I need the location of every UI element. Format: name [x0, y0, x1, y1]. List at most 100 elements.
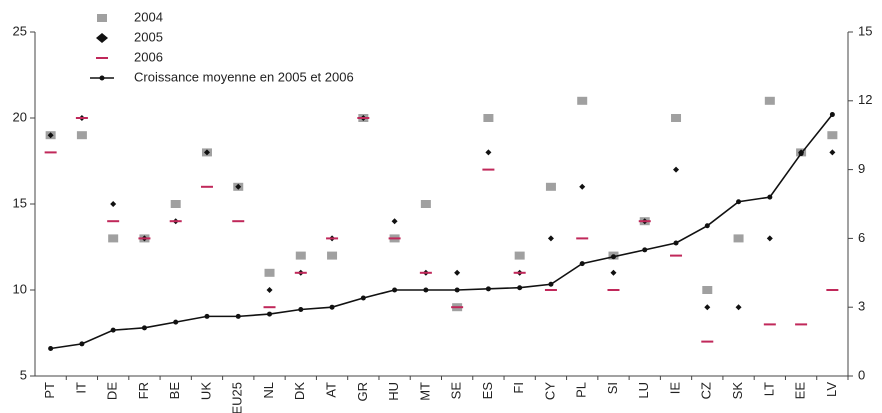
legend-label: 2005	[134, 29, 163, 44]
marker-dash	[96, 57, 108, 59]
marker-dash	[357, 117, 370, 119]
line-point	[454, 287, 460, 293]
x-tick-label: LV	[824, 382, 839, 397]
line-point	[298, 306, 304, 312]
x-tick-label: EE	[793, 382, 808, 400]
x-tick-label: IT	[73, 382, 88, 394]
line-point	[610, 254, 616, 260]
marker-diamond	[110, 201, 117, 207]
marker-dash	[294, 271, 307, 274]
line-point	[673, 240, 679, 246]
marker-dash	[326, 237, 339, 240]
marker-dash	[670, 254, 683, 257]
marker-dash	[576, 237, 589, 240]
x-tick-label: AT	[323, 382, 338, 398]
marker-dash	[544, 289, 557, 291]
marker-dash	[107, 220, 120, 223]
marker-square	[733, 234, 744, 243]
marker-dash	[138, 237, 151, 240]
marker-dash	[701, 340, 714, 343]
x-tick-label: PL	[574, 382, 589, 398]
marker-dash	[263, 306, 276, 309]
legend-point	[99, 75, 105, 81]
x-tick-label: SI	[605, 382, 620, 394]
marker-dash	[482, 168, 495, 171]
marker-dash	[638, 220, 651, 223]
legend-label: 2006	[134, 49, 163, 64]
line	[50, 114, 833, 350]
line-point	[110, 327, 116, 333]
y-tick-label: 20	[13, 109, 27, 124]
marker-diamond	[235, 183, 242, 190]
y-tick-label: 10	[13, 281, 27, 296]
y2-tick-label: 3	[858, 299, 865, 314]
marker-diamond	[579, 183, 586, 190]
marker-diamond	[547, 235, 554, 242]
marker-dash	[513, 271, 526, 274]
x-tick-label: BE	[167, 382, 182, 400]
x-tick-label: CZ	[699, 382, 714, 399]
legend-label: 2004	[134, 9, 163, 24]
line-point	[517, 285, 523, 291]
y-tick-label: 15	[13, 195, 27, 210]
marker-square	[514, 251, 525, 260]
line-point	[485, 286, 491, 292]
y-tick-label: 25	[13, 23, 27, 38]
line-point	[141, 325, 147, 331]
line-point	[392, 287, 398, 293]
marker-dash	[763, 323, 776, 326]
x-tick-label: HU	[386, 382, 401, 401]
line-point	[235, 313, 241, 319]
marker-diamond	[485, 149, 492, 156]
marker-diamond	[610, 269, 617, 276]
y2-tick-label: 9	[858, 161, 865, 176]
marker-dash	[451, 306, 464, 309]
marker-square	[764, 96, 775, 105]
y2-tick-label: 0	[858, 367, 865, 382]
marker-dash	[388, 237, 401, 240]
marker-square	[327, 251, 338, 260]
x-tick-label: SE	[449, 382, 464, 400]
marker-square	[702, 286, 713, 294]
legend-diamond	[96, 33, 108, 43]
line-point	[798, 151, 804, 157]
x-tick-label: FR	[136, 382, 151, 399]
marker-dash	[44, 151, 57, 154]
marker-diamond	[266, 287, 273, 293]
x-tick-label: MT	[417, 382, 432, 401]
marker-dash	[419, 271, 432, 274]
line-point	[736, 199, 742, 205]
x-tick-label: ES	[480, 382, 495, 400]
marker-diamond	[704, 304, 711, 311]
x-tick-label: CY	[542, 382, 557, 400]
legend-label: Croissance moyenne en 2005 et 2006	[134, 69, 354, 84]
marker-dash	[169, 220, 182, 223]
x-tick-label: PT	[42, 382, 57, 399]
line-point	[829, 112, 835, 118]
line-point	[48, 345, 54, 351]
marker-square	[170, 200, 181, 208]
marker-square	[577, 96, 588, 105]
marker-dash	[607, 289, 620, 291]
marker-dash	[75, 117, 88, 119]
line-point	[548, 281, 554, 287]
marker-dash	[200, 185, 213, 188]
line-point	[329, 304, 335, 310]
x-tick-label: LU	[636, 382, 651, 399]
line-point	[173, 319, 179, 325]
marker-square	[671, 114, 682, 122]
marker-diamond	[673, 166, 680, 173]
x-tick-label: FI	[511, 382, 526, 394]
x-tick-label: DE	[105, 382, 120, 400]
y2-tick-label: 15	[858, 23, 872, 38]
marker-diamond	[766, 235, 773, 242]
marker-square	[108, 234, 119, 243]
x-tick-label: NL	[261, 382, 276, 399]
marker-square	[483, 114, 494, 122]
line-point	[642, 247, 648, 253]
x-tick-label: GR	[355, 382, 370, 402]
marker-square	[97, 14, 107, 22]
marker-diamond	[391, 218, 398, 225]
marker-square	[264, 268, 275, 277]
